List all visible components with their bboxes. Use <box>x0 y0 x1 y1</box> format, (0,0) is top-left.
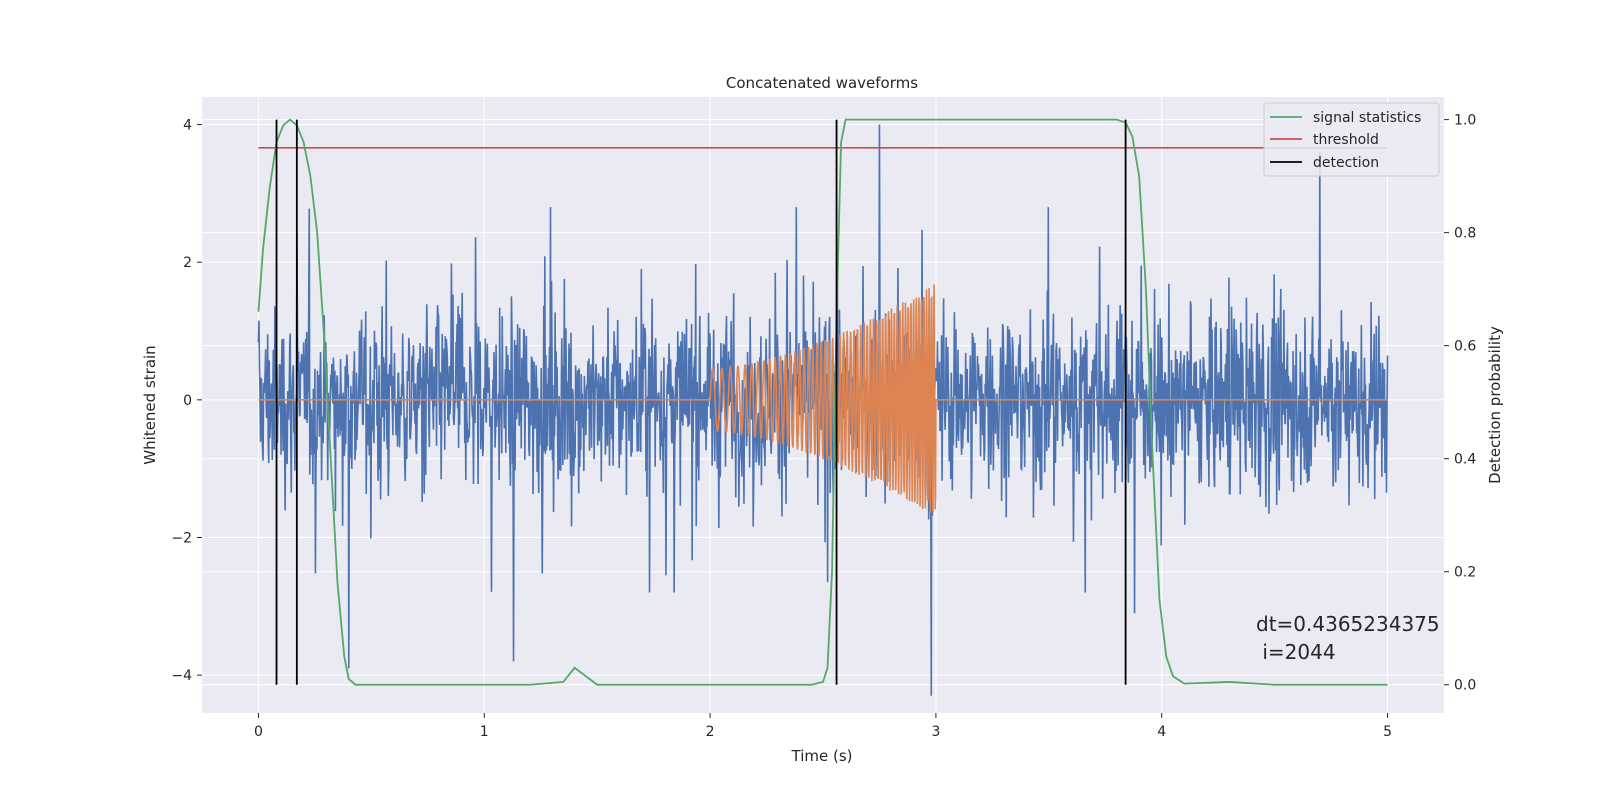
y-tick-label: −2 <box>171 530 192 546</box>
y-right-tick-label: 0.0 <box>1454 678 1476 694</box>
legend-label-threshold: threshold <box>1313 132 1379 148</box>
y-right-tick-label: 0.4 <box>1454 452 1476 468</box>
chart-title: Concatenated waveforms <box>726 74 918 92</box>
injection-series <box>258 284 1388 514</box>
legend-label-statistic: signal statistics <box>1313 110 1421 126</box>
x-tick-label: 5 <box>1383 724 1392 740</box>
y-tick-label: 4 <box>183 118 192 134</box>
y-tick-label: 2 <box>183 255 192 271</box>
annotation-dt: dt=0.4365234375 <box>1256 612 1440 636</box>
legend: signal statistics threshold detection <box>1263 102 1440 177</box>
statistic-series <box>257 118 1388 686</box>
y-tick-label: −4 <box>171 668 192 684</box>
annotation-index: i=2044 <box>1256 640 1336 664</box>
tick-layer: 0 1 2 3 4 5 −4 −2 0 2 4 0.0 0.2 0.4 0.6 0.8 1.0 <box>171 113 1476 740</box>
y-tick-label: 0 <box>183 393 192 409</box>
y-axis-label: Whitened strain <box>141 345 159 464</box>
x-axis-label: Time (s) <box>791 747 853 765</box>
noise-series <box>257 124 1389 696</box>
legend-box <box>1263 102 1440 177</box>
x-tick-label: 4 <box>1157 724 1166 740</box>
y-right-tick-label: 0.6 <box>1454 339 1476 355</box>
x-tick-label: 0 <box>254 724 263 740</box>
y-axis-label-right: Detection probability <box>1486 326 1504 484</box>
y-right-tick-label: 0.8 <box>1454 226 1476 242</box>
y-right-tick-label: 1.0 <box>1454 113 1476 129</box>
x-tick-label: 1 <box>480 724 489 740</box>
y-right-tick-label: 0.2 <box>1454 565 1476 581</box>
data-layer <box>257 118 1389 696</box>
x-tick-label: 3 <box>931 724 940 740</box>
legend-label-detection: detection <box>1313 155 1379 171</box>
x-tick-label: 2 <box>706 724 715 740</box>
